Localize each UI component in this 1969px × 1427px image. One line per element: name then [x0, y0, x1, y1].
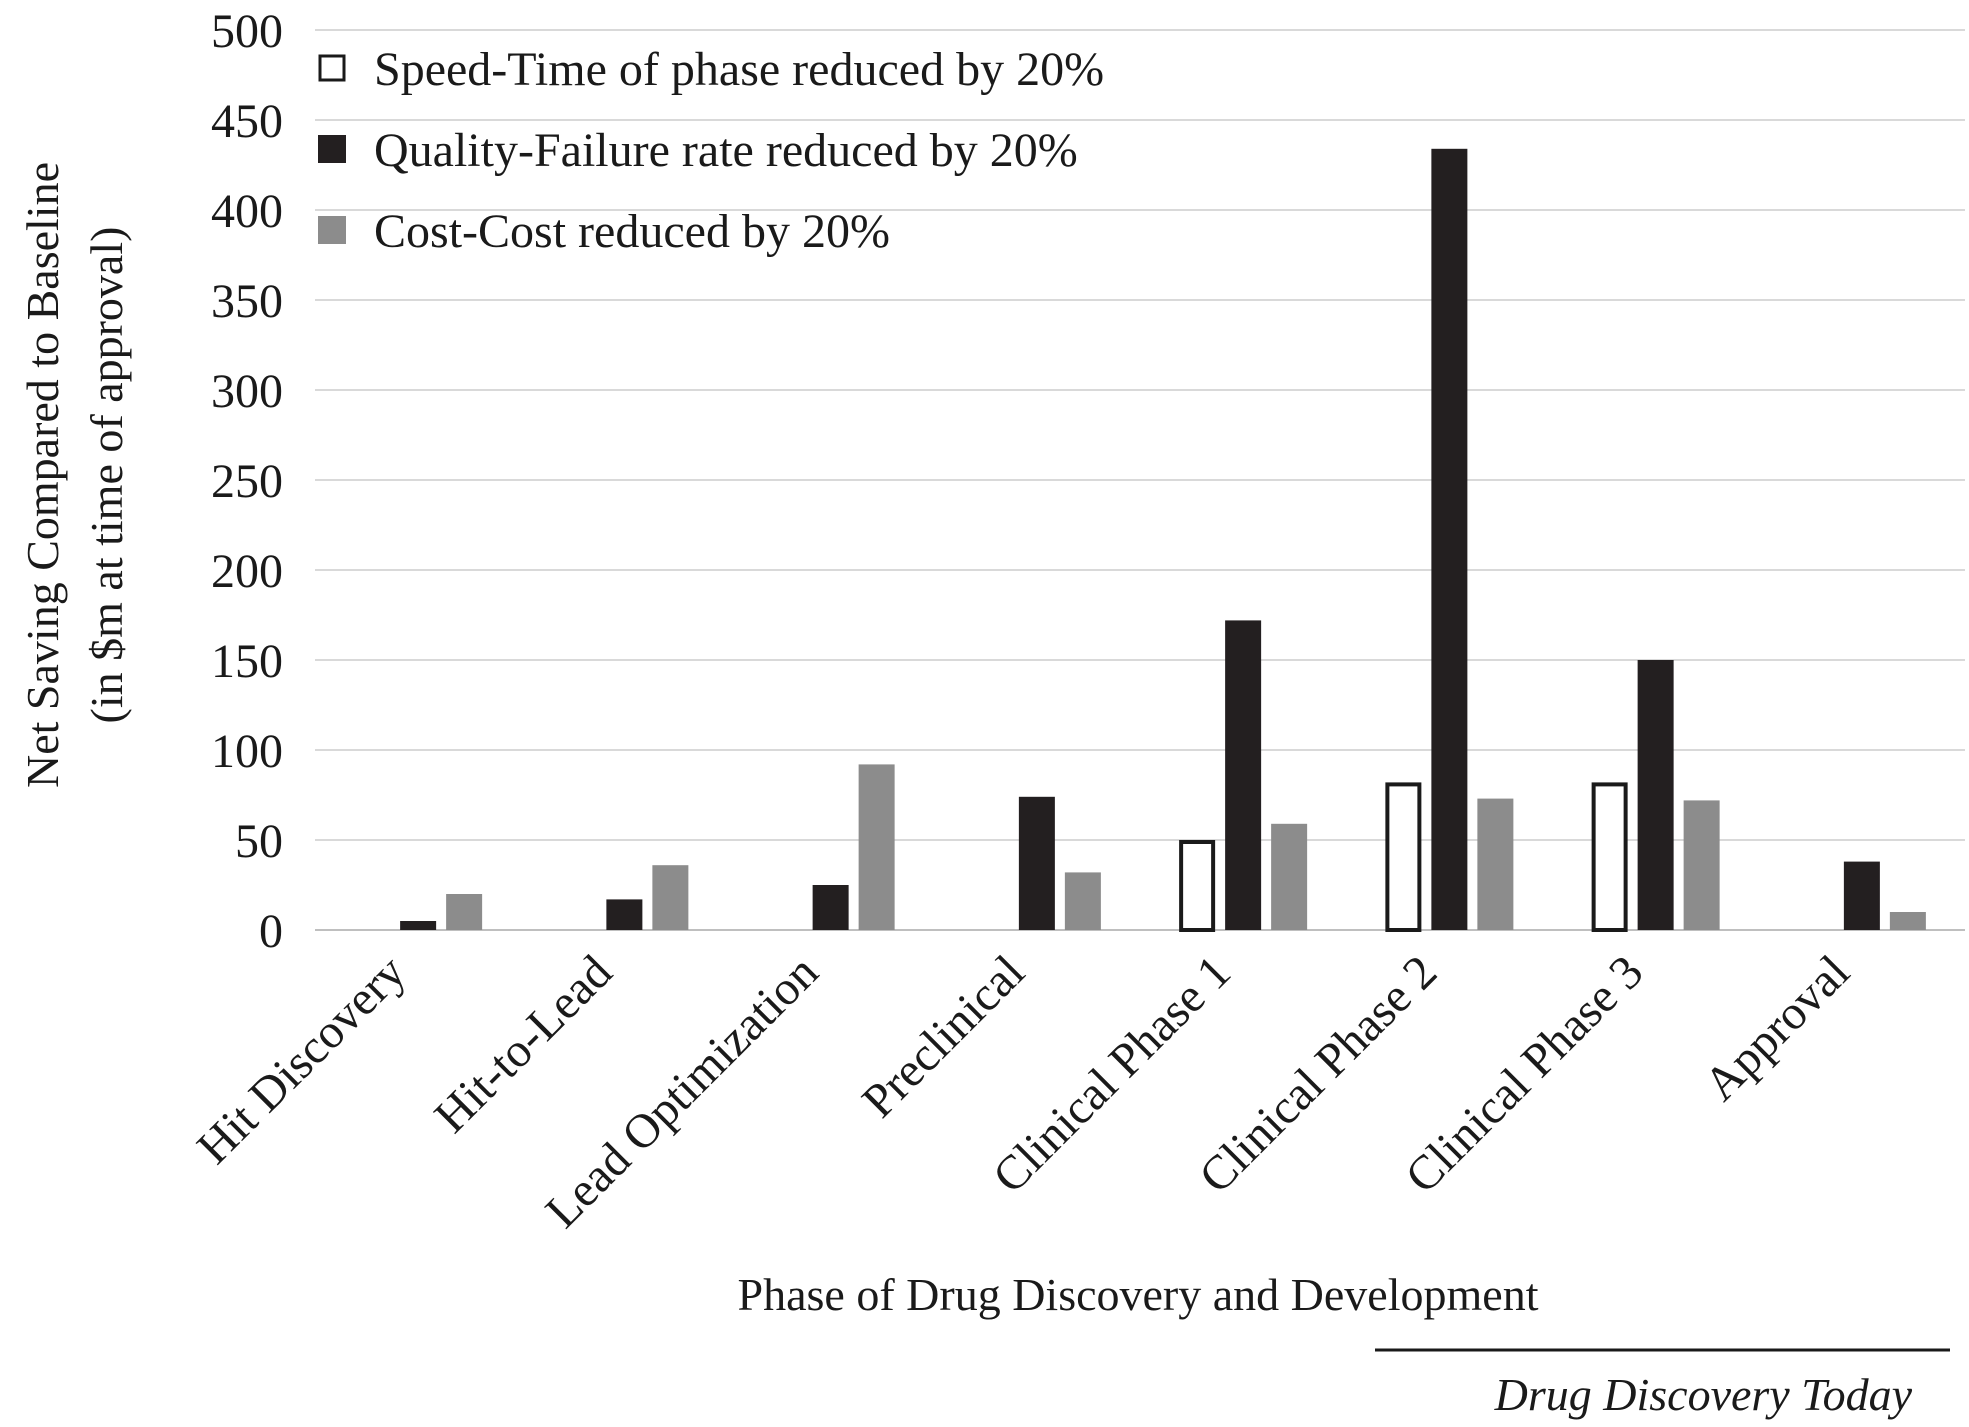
y-tick-label: 350 [211, 275, 283, 328]
y-tick-label: 100 [211, 725, 283, 778]
x-tick-label: Preclinical [852, 945, 1035, 1128]
x-tick-label: Approval [1694, 945, 1860, 1111]
gridlines [315, 29, 1965, 931]
bar-approval-series-3 [1889, 912, 1926, 930]
legend-label: Quality-Failure rate reduced by 20% [374, 124, 1078, 177]
bar-hit-discovery-series-2 [400, 921, 437, 930]
y-tick-label: 500 [211, 5, 283, 58]
y-axis-subtitle: (in $m at time of approval) [81, 227, 132, 724]
y-axis-title: Net Saving Compared to Baseline [17, 162, 68, 788]
bar-hit-to-lead-series-2 [606, 899, 643, 930]
legend: Speed-Time of phase reduced by 20% Qualit… [318, 43, 1104, 258]
y-tick-label: 450 [211, 95, 283, 148]
bar-clinical-phase-2-series-1 [1385, 782, 1422, 933]
legend-label: Cost-Cost reduced by 20% [374, 205, 890, 258]
bar-preclinical-series-3 [1064, 872, 1101, 930]
y-tick-label: 250 [211, 455, 283, 508]
x-tick-label: Hit Discovery [187, 945, 416, 1174]
legend-swatch [318, 216, 346, 244]
y-tick-label: 300 [211, 365, 283, 418]
bar-preclinical-series-2 [1018, 796, 1055, 930]
bar-clinical-phase-3-series-2 [1637, 660, 1674, 930]
legend-swatch [318, 135, 346, 163]
legend-swatch [318, 54, 346, 82]
legend-label: Speed-Time of phase reduced by 20% [374, 43, 1104, 96]
bar-clinical-phase-1-series-2 [1225, 620, 1262, 930]
bar-clinical-phase-3-series-3 [1683, 800, 1720, 930]
x-axis-title: Phase of Drug Discovery and Development [738, 1269, 1539, 1320]
y-tick-label: 150 [211, 635, 283, 688]
bar-hit-discovery-series-3 [446, 894, 483, 930]
y-tick-label: 200 [211, 545, 283, 598]
source-label: Drug Discovery Today [1494, 1369, 1913, 1420]
y-axis-ticks: 0 50 100 150 200 250 300 350 400 450 500 [211, 5, 283, 958]
bar-hit-to-lead-series-3 [652, 865, 689, 930]
bar-approval-series-2 [1843, 861, 1880, 930]
x-tick-label: Hit-to-Lead [424, 945, 622, 1143]
y-tick-label: 0 [259, 905, 283, 958]
bar-clinical-phase-1-series-1 [1179, 840, 1216, 932]
bar-clinical-phase-2-series-3 [1477, 798, 1514, 930]
bars [400, 148, 1926, 933]
y-tick-label: 50 [235, 815, 283, 868]
bar-clinical-phase-2-series-2 [1431, 148, 1468, 931]
bar-lead-optimization-series-3 [858, 764, 895, 930]
bar-lead-optimization-series-2 [812, 885, 849, 930]
bar-clinical-phase-3-series-1 [1591, 782, 1628, 933]
bar-clinical-phase-1-series-3 [1271, 823, 1308, 930]
y-tick-label: 400 [211, 185, 283, 238]
